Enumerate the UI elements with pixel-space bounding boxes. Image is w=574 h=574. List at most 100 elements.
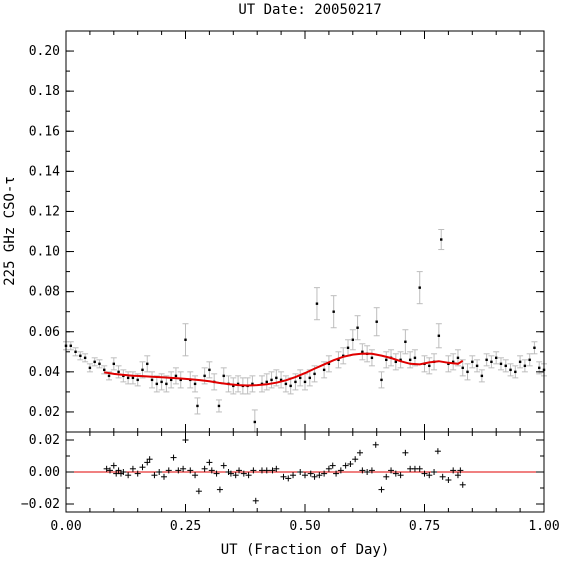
data-point: [83, 356, 87, 360]
data-point: [98, 362, 101, 366]
data-point: [437, 334, 441, 337]
data-point: [193, 382, 197, 386]
data-point: [79, 354, 82, 358]
data-point: [327, 362, 331, 366]
data-point: [499, 362, 503, 366]
y-tick-label: 0.02: [29, 405, 60, 420]
data-point: [346, 346, 350, 349]
data-point: [308, 376, 311, 380]
y-tick-label: 0.14: [29, 164, 60, 179]
data-point: [303, 380, 307, 384]
data-point: [208, 368, 211, 372]
data-point: [490, 360, 493, 364]
y-tick-label: 0.04: [29, 365, 60, 380]
residual-points: [103, 437, 466, 504]
data-point: [126, 376, 130, 380]
data-point: [337, 358, 340, 362]
data-point: [332, 310, 335, 313]
data-point: [456, 356, 460, 360]
data-point: [471, 360, 474, 364]
data-point: [408, 358, 412, 362]
data-point: [504, 364, 507, 368]
data-point: [284, 382, 288, 386]
y-tick-label: 0.08: [29, 285, 60, 300]
data-point: [313, 372, 316, 376]
y-tick-label: 0.18: [29, 84, 60, 99]
data-point: [475, 364, 479, 368]
data-point: [184, 338, 187, 341]
data-point: [523, 364, 527, 368]
data-point: [528, 358, 531, 362]
data-point: [107, 374, 111, 378]
y-axis-label: 225 GHz CSO-τ: [2, 176, 18, 286]
y-tick-label: 0.16: [29, 124, 60, 139]
data-point: [404, 340, 407, 343]
y-tick-label: 0.10: [29, 245, 60, 260]
data-point: [394, 360, 398, 364]
y-tick-label: 0.06: [29, 325, 60, 340]
x-tick-label: 0.75: [409, 519, 440, 534]
data-point: [88, 366, 92, 370]
data-point: [322, 368, 326, 372]
chart-title: UT Date: 20050217: [238, 2, 381, 18]
data-point: [141, 368, 144, 372]
fit-curve: [104, 352, 464, 387]
data-point: [253, 420, 257, 424]
data-point: [150, 378, 154, 382]
data-point: [413, 356, 417, 360]
data-point: [131, 376, 135, 380]
data-point: [418, 286, 421, 289]
data-point: [165, 382, 168, 386]
data-point: [251, 382, 254, 386]
data-point: [93, 360, 96, 364]
data-point: [356, 326, 359, 329]
data-point: [485, 358, 488, 362]
data-point: [270, 378, 273, 382]
data-point: [495, 356, 498, 360]
data-point: [117, 370, 120, 374]
data-point: [370, 356, 374, 360]
data-point: [361, 350, 364, 353]
data-point: [447, 362, 450, 366]
data-point: [74, 350, 77, 353]
data-point: [265, 380, 268, 384]
data-point: [69, 344, 72, 347]
error-bars: [63, 228, 547, 432]
data-point: [112, 362, 115, 366]
x-tick-labels: 0.00 0.25 0.50 0.75 1.00: [50, 519, 559, 534]
data-point: [179, 378, 182, 382]
y-tick-label: 0.12: [29, 204, 60, 219]
data-point: [451, 360, 455, 364]
data-point: [399, 358, 402, 362]
y-tick-label: 0.02: [29, 433, 60, 448]
data-point: [236, 382, 240, 386]
data-point: [509, 368, 512, 372]
data-point: [146, 362, 149, 366]
main-y-tick-labels: 0.02 0.04 0.06 0.08 0.10 0.12 0.14 0.16 0.18 0.20: [29, 44, 60, 420]
y-tick-label: −0.02: [21, 497, 60, 512]
data-point: [375, 320, 378, 323]
data-point: [385, 358, 388, 362]
data-point: [217, 404, 221, 408]
data-point: [440, 238, 443, 241]
data-point: [514, 370, 517, 374]
data-point: [196, 404, 199, 408]
x-axis-label: UT (Fraction of Day): [221, 542, 390, 558]
main-ticks: [65, 30, 545, 433]
residual-y-tick-labels: −0.02 0.00 0.02: [21, 433, 60, 512]
x-tick-label: 1.00: [528, 519, 559, 534]
data-point: [203, 374, 206, 378]
data-point: [480, 374, 484, 378]
data-point: [136, 378, 139, 382]
data-point: [294, 380, 297, 384]
data-points: [64, 238, 546, 424]
data-point: [174, 374, 178, 378]
data-point: [222, 374, 225, 378]
y-tick-label: 0.20: [29, 44, 60, 59]
x-tick-label: 0.00: [50, 519, 81, 534]
data-point: [155, 382, 159, 386]
data-point: [466, 370, 469, 374]
data-point: [289, 384, 292, 388]
main-panel: 0.02 0.04 0.06 0.08 0.10 0.12 0.14 0.16 0.18 0.20…: [2, 30, 547, 433]
